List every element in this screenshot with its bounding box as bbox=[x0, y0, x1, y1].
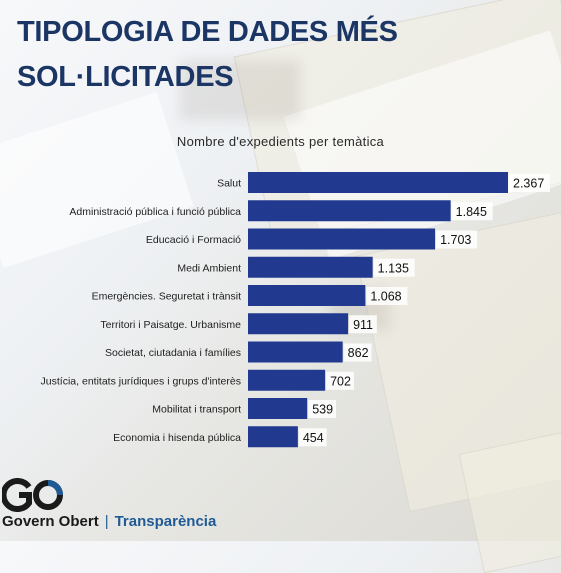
value-label-bg bbox=[436, 230, 478, 249]
value-label: 1.135 bbox=[378, 261, 409, 275]
value-label-bg bbox=[509, 174, 550, 192]
value-label: 702 bbox=[330, 374, 351, 388]
value-label: 911 bbox=[353, 318, 373, 332]
govern-obert-logo-icon bbox=[2, 478, 63, 512]
bar bbox=[248, 256, 373, 278]
bar bbox=[248, 200, 451, 222]
chart-title: Nombre d'expedients per temàtica bbox=[176, 134, 385, 149]
bar bbox=[248, 313, 349, 335]
value-label: 1.703 bbox=[440, 233, 471, 247]
value-label-bg bbox=[343, 343, 372, 362]
value-label-bg bbox=[349, 315, 377, 334]
brand-wordmark: Govern Obert | Transparència bbox=[2, 513, 216, 530]
category-label: Mobilitat i transport bbox=[152, 404, 241, 416]
category-label: Salut bbox=[217, 178, 241, 190]
value-label: 539 bbox=[312, 403, 333, 417]
category-label: Economia i hisenda pública bbox=[113, 432, 241, 444]
value-label-bg bbox=[298, 428, 327, 447]
value-label-bg bbox=[326, 371, 354, 390]
value-label-bg bbox=[366, 287, 408, 305]
bar bbox=[248, 426, 298, 448]
bar bbox=[248, 341, 343, 363]
value-label: 2.367 bbox=[513, 177, 544, 191]
category-label: Justícia, entitats jurídiques i grups d'… bbox=[41, 375, 241, 387]
category-label: Administració pública i funció pública bbox=[69, 206, 241, 218]
value-label-bg bbox=[451, 202, 493, 221]
bar bbox=[248, 172, 508, 193]
value-label-bg bbox=[373, 258, 415, 277]
value-label: 454 bbox=[303, 431, 324, 445]
value-label: 862 bbox=[348, 346, 369, 360]
value-label: 1.068 bbox=[370, 290, 401, 304]
value-label: 1.845 bbox=[456, 205, 487, 219]
category-label: Medi Ambient bbox=[177, 262, 241, 274]
brand-name: Govern Obert bbox=[2, 513, 99, 530]
brand-section: Transparència bbox=[114, 513, 217, 530]
value-label-bg bbox=[308, 400, 337, 418]
category-label: Societat, ciutadania i famílies bbox=[105, 347, 241, 359]
bar bbox=[248, 228, 436, 250]
bar bbox=[248, 398, 308, 419]
category-label: Emergències. Seguretat i trànsit bbox=[92, 291, 241, 303]
brand-separator: | bbox=[104, 513, 109, 530]
bar-chart: Salut 2.367 Administració pública i funció… bbox=[40, 172, 550, 448]
bar bbox=[248, 369, 326, 391]
bar bbox=[248, 285, 366, 306]
category-label: Educació i Formació bbox=[146, 234, 241, 246]
category-label: Territori i Paisatge. Urbanisme bbox=[100, 319, 241, 331]
page-title: TIPOLOGIA DE DADES MÉS SOL·LICITADES bbox=[17, 16, 398, 93]
